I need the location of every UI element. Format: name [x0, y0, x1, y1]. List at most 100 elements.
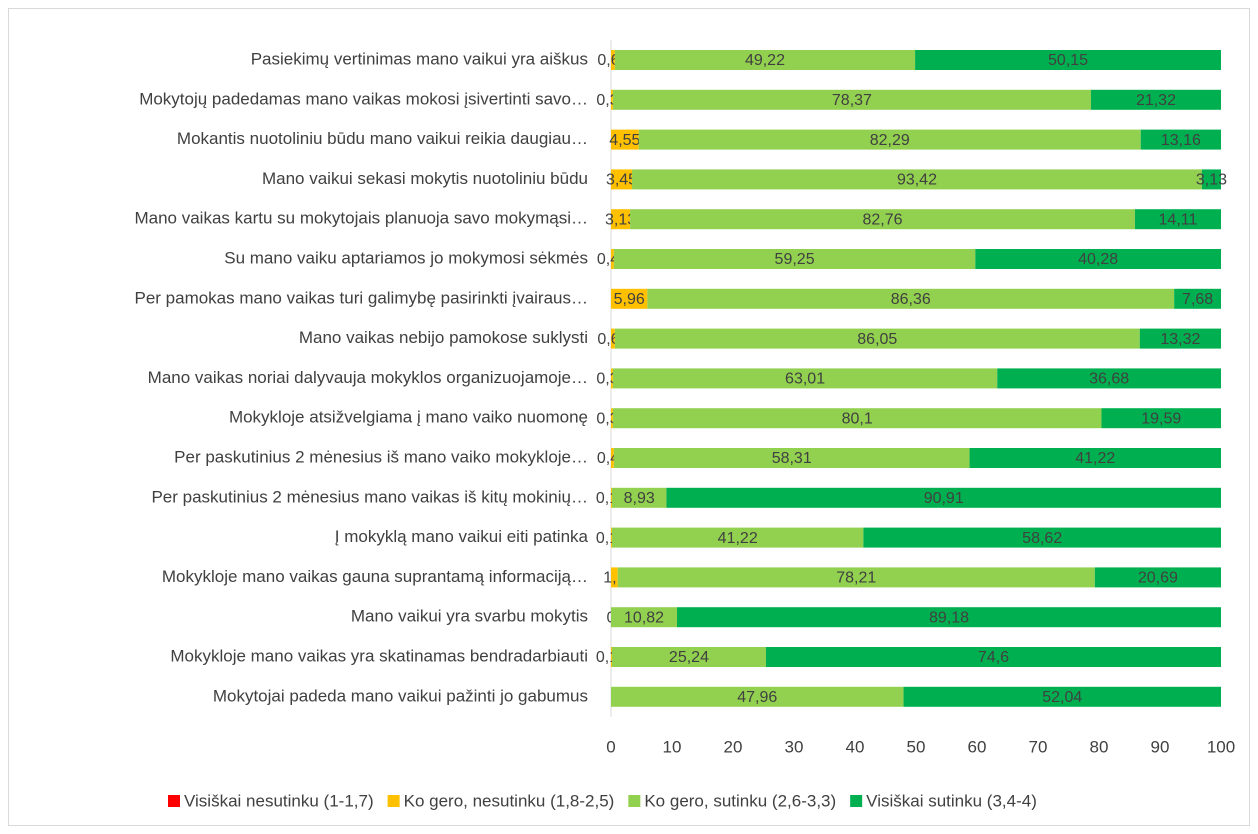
data-label: 36,68: [1089, 371, 1129, 388]
bar-segment: [677, 607, 1221, 628]
bar-segment: [1139, 328, 1221, 349]
bar-segment: [632, 169, 1202, 190]
bar-segment: [611, 647, 766, 667]
data-label: 7,68: [1182, 291, 1213, 308]
y-tick-label: Mokykloje mano vaikas gauna suprantamą i…: [162, 567, 588, 586]
legend-label: Ko gero, sutinku (2,6-3,3): [644, 791, 836, 810]
x-tick-label: 0: [606, 737, 615, 756]
data-label: 74,6: [978, 649, 1009, 666]
x-tick-label: 20: [724, 737, 743, 756]
y-tick-label: Mokykloje mano vaikas yra skatinamas ben…: [170, 646, 588, 665]
bar-segment: [765, 647, 1221, 667]
bar-segment: [611, 368, 613, 389]
data-label: 80,1: [842, 410, 873, 427]
bar-segment: [1140, 129, 1221, 150]
y-tick-label: Per pamokas mano vaikas turi galimybę pa…: [134, 288, 588, 307]
data-label: 13,16: [1161, 132, 1201, 149]
x-tick-label: 90: [1151, 737, 1170, 756]
bar-segment: [975, 249, 1221, 269]
bar-segment: [613, 448, 970, 468]
bar-segment: [611, 129, 639, 150]
bar-segment: [611, 527, 864, 548]
x-tick-label: 10: [663, 737, 682, 756]
bar-segment: [611, 567, 618, 588]
bar-segment: [863, 527, 1221, 548]
bar-segment: [611, 487, 667, 508]
bar-segment: [1174, 288, 1221, 309]
y-tick-label: Mano vaikas nebijo pamokose suklysti: [299, 328, 588, 347]
data-label: 93,42: [897, 172, 937, 189]
data-label: 78,21: [836, 570, 876, 587]
bar-segment: [611, 209, 631, 230]
chart-border: [8, 8, 1250, 826]
data-label: 86,05: [857, 331, 897, 348]
bar-segment: [611, 50, 615, 70]
bar-segment: [614, 328, 1140, 349]
data-label: 78,37: [832, 92, 872, 109]
data-label: 49,22: [745, 52, 785, 69]
data-label: 86,36: [891, 291, 931, 308]
x-tick-label: 80: [1090, 737, 1109, 756]
legend-swatch: [850, 795, 863, 807]
data-label: 41,22: [1075, 450, 1115, 467]
bar-segment: [903, 686, 1221, 707]
data-label: 89,18: [929, 609, 969, 626]
bar-segment: [611, 448, 614, 468]
data-label: 58,62: [1022, 530, 1062, 547]
data-label: 40,28: [1078, 251, 1118, 268]
bar-segment: [611, 487, 612, 508]
legend-label: Visiškai nesutinku (1-1,7): [184, 791, 374, 810]
x-tick-label: 50: [907, 737, 926, 756]
x-tick-label: 60: [968, 737, 987, 756]
bar-segment: [612, 89, 1091, 110]
bar-segment: [611, 169, 633, 190]
y-tick-label: Mokytojų padedamas mano vaikas mokosi įs…: [139, 89, 588, 108]
bar-segment: [997, 368, 1221, 389]
legend-swatch: [168, 795, 180, 807]
data-label: 59,25: [775, 251, 815, 268]
y-tick-label: Per paskutinius 2 mėnesius mano vaikas i…: [151, 487, 588, 506]
data-label: 25,24: [669, 649, 709, 666]
bar-segment: [614, 50, 916, 70]
data-label: 21,32: [1136, 92, 1176, 109]
bar-segment: [611, 527, 612, 548]
data-label: 63,01: [785, 371, 825, 388]
bar-segment: [611, 249, 614, 269]
data-label: 10,82: [624, 609, 664, 626]
bar-segment: [1094, 567, 1221, 588]
bar-segment: [611, 89, 613, 110]
data-label: 41,22: [718, 530, 758, 547]
y-tick-label: Per paskutinius 2 mėnesius iš mano vaiko…: [174, 447, 588, 466]
bar-segment: [969, 448, 1221, 468]
data-label: 3,45: [606, 172, 637, 189]
y-tick-label: Mano vaikas noriai dalyvauja mokyklos or…: [148, 368, 588, 387]
bar-segment: [611, 607, 678, 628]
y-tick-label: Mano vaikui sekasi mokytis nuotoliniu bū…: [262, 169, 588, 188]
y-tick-label: Mano vaikas kartu su mokytojais planuoja…: [134, 209, 588, 228]
y-tick-label: Mano vaikui yra svarbu mokytis: [351, 607, 588, 626]
data-label: 50,15: [1048, 52, 1088, 69]
y-tick-label: Į mokyklą mano vaikui eiti patinka: [335, 527, 589, 546]
data-label: 47,96: [737, 689, 777, 706]
legend-label: Ko gero, nesutinku (1,8-2,5): [404, 791, 615, 810]
y-tick-label: Mokytojai padeda mano vaikui pažinti jo …: [213, 686, 588, 705]
bar-segment: [1101, 408, 1221, 429]
data-label: 58,31: [772, 450, 812, 467]
y-tick-label: Mokykloje atsižvelgiama į mano vaiko nuo…: [229, 408, 588, 427]
x-tick-label: 100: [1207, 737, 1235, 756]
data-label: 90,91: [924, 490, 964, 507]
bar-segment: [1134, 209, 1221, 230]
bar-segment: [612, 368, 998, 389]
bar-segment: [647, 288, 1175, 309]
data-label: 82,29: [870, 132, 910, 149]
data-label: 13,32: [1160, 331, 1200, 348]
data-label: 8,93: [624, 490, 655, 507]
data-label: 14,11: [1159, 211, 1198, 228]
bar-segment: [611, 328, 615, 349]
data-label: 5,96: [614, 291, 645, 308]
y-tick-label: Mokantis nuotoliniu būdu mano vaikui rei…: [177, 129, 588, 148]
bar-segment: [613, 249, 976, 269]
bar-segment: [915, 50, 1221, 70]
bar-segment: [611, 686, 904, 707]
